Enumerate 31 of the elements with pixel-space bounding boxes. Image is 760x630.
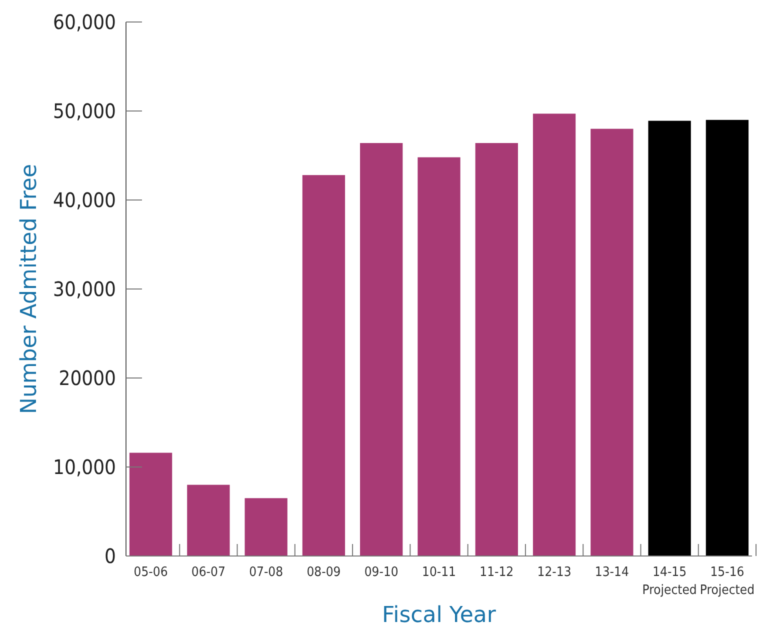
y-tick-label: 0 xyxy=(104,544,116,568)
bar xyxy=(532,114,576,556)
bar xyxy=(475,143,518,556)
bar xyxy=(129,452,172,556)
x-tick-label: 06-07 xyxy=(191,565,226,580)
y-tick-label: 30,000 xyxy=(53,277,116,301)
y-tick-label: 10,000 xyxy=(53,455,116,479)
y-tick-label: 50,000 xyxy=(53,99,116,123)
bar xyxy=(187,484,230,556)
x-tick-label: 15-16 Projected xyxy=(700,565,755,598)
x-tick-label: 11-12 xyxy=(480,565,514,580)
x-tick-label: 07-08 xyxy=(249,565,284,580)
y-tick-label: 60,000 xyxy=(53,10,116,34)
x-tick-label: 05-06 xyxy=(134,565,168,580)
bar xyxy=(706,120,749,556)
bar xyxy=(648,120,691,556)
x-tick-label: 12-13 xyxy=(537,565,572,580)
x-tick-label: 08-09 xyxy=(306,565,341,580)
bar xyxy=(302,175,346,556)
x-axis-title: Fiscal Year xyxy=(382,603,497,628)
x-tick-label: 14-15 Projected xyxy=(642,565,697,598)
bar xyxy=(360,143,403,556)
bar xyxy=(418,157,460,556)
y-axis-title: Number Admitted Free xyxy=(17,164,42,414)
x-tick-label: 13-14 xyxy=(594,565,629,580)
bar xyxy=(590,128,634,556)
y-tick-label: 40,000 xyxy=(53,188,116,212)
bar xyxy=(244,498,288,556)
x-tick-label: 10-11 xyxy=(422,565,456,580)
y-tick-label: 20000 xyxy=(58,366,116,390)
x-tick-label: 09-10 xyxy=(364,565,398,580)
